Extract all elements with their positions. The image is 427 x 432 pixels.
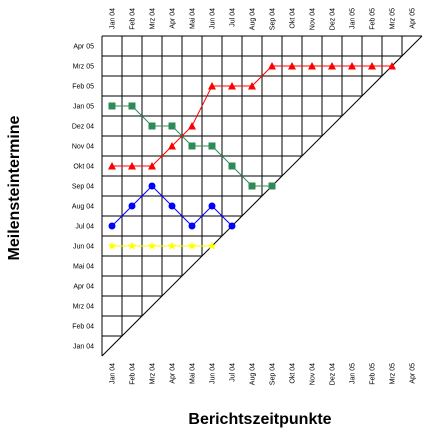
x-tick-label-top: Apr 05 xyxy=(410,8,417,29)
diagonal-line xyxy=(101,35,423,357)
x-tick-label-top: Sep 04 xyxy=(270,8,277,30)
series-point xyxy=(128,102,136,110)
series-point xyxy=(168,142,176,150)
tick-labels: Jan 04 Jan 04 Feb 04 Feb 04 Mrz 04 Mrz 04 Apr … xyxy=(72,8,417,385)
y-tick-label: Mai 04 xyxy=(73,264,94,271)
series-point xyxy=(187,241,197,250)
y-tick-label: Apr 04 xyxy=(73,284,94,291)
y-tick-label: Sep 04 xyxy=(72,184,94,191)
x-tick-label-top: Aug 04 xyxy=(250,8,257,30)
x-tick-label-bottom: Jul 04 xyxy=(230,363,237,382)
series-point xyxy=(228,222,236,230)
x-tick-label-top: Jan 04 xyxy=(110,8,117,29)
series-point xyxy=(248,182,256,190)
y-tick-label: Aug 04 xyxy=(72,204,94,211)
y-axis-title: Meilensteintermine xyxy=(6,115,23,260)
series-point xyxy=(308,62,316,70)
y-tick-label: Jan 04 xyxy=(73,344,94,351)
y-tick-label: Nov 04 xyxy=(72,144,94,151)
series-point xyxy=(208,202,216,210)
series-point xyxy=(148,162,156,170)
x-tick-label-top: Mai 04 xyxy=(190,8,197,29)
series-point xyxy=(167,241,177,250)
series-point xyxy=(208,82,216,90)
y-tick-label: Jun 04 xyxy=(73,244,94,251)
x-tick-label-bottom: Mrz 05 xyxy=(390,363,397,385)
series-point xyxy=(188,222,196,230)
series-point xyxy=(148,122,156,130)
series-point xyxy=(248,82,256,90)
x-tick-label-top: Feb 04 xyxy=(130,8,137,30)
x-tick-label-bottom: Okt 04 xyxy=(290,363,297,384)
series-point xyxy=(128,162,136,170)
x-tick-label-bottom: Jun 04 xyxy=(210,363,217,384)
series-point xyxy=(147,241,157,250)
x-tick-label-bottom: Apr 04 xyxy=(170,363,177,384)
x-tick-label-top: Nov 04 xyxy=(310,8,317,30)
diagonal xyxy=(101,35,423,357)
series-point xyxy=(107,241,117,250)
series-point xyxy=(268,62,276,70)
x-tick-label-bottom: Mrz 04 xyxy=(150,363,157,385)
x-tick-label-bottom: Apr 05 xyxy=(410,363,417,384)
x-tick-label-top: Mrz 05 xyxy=(390,8,397,30)
grid xyxy=(101,35,422,356)
series-point xyxy=(388,62,396,70)
x-tick-label-top: Apr 04 xyxy=(170,8,177,29)
x-tick-label-top: Dez 04 xyxy=(330,8,337,30)
series-point xyxy=(208,142,216,150)
x-tick-label-top: Mrz 04 xyxy=(150,8,157,30)
series-point xyxy=(127,241,137,250)
x-tick-label-bottom: Nov 04 xyxy=(310,363,317,385)
y-tick-label: Feb 05 xyxy=(72,84,94,91)
x-tick-label-top: Jun 04 xyxy=(210,8,217,29)
y-tick-label: Mrz 04 xyxy=(73,304,95,311)
y-tick-label: Okt 04 xyxy=(73,164,94,171)
x-tick-label-bottom: Mai 04 xyxy=(190,363,197,384)
x-axis-title: Berichtszeitpunkte xyxy=(188,411,331,428)
series-point xyxy=(228,82,236,90)
x-tick-label-top: Jul 04 xyxy=(230,8,237,27)
series-point xyxy=(108,162,116,170)
series-point xyxy=(108,222,116,230)
series-point xyxy=(108,102,116,110)
x-tick-label-top: Okt 04 xyxy=(290,8,297,29)
y-tick-label: Jan 05 xyxy=(73,104,94,111)
y-tick-label: Dez 04 xyxy=(72,124,94,131)
y-tick-label: Mrz 05 xyxy=(73,64,95,71)
x-tick-label-bottom: Aug 04 xyxy=(250,363,257,385)
series-point xyxy=(128,202,136,210)
x-tick-label-bottom: Feb 04 xyxy=(130,363,137,385)
series-point xyxy=(148,182,156,190)
x-tick-label-bottom: Jan 04 xyxy=(110,363,117,384)
series-markers xyxy=(107,62,396,250)
x-tick-label-top: Feb 05 xyxy=(370,8,377,30)
series-point xyxy=(168,122,176,130)
x-tick-label-bottom: Dez 04 xyxy=(330,363,337,385)
x-tick-label-top: Jan 05 xyxy=(350,8,357,29)
y-tick-label: Jul 04 xyxy=(75,224,94,231)
series-point xyxy=(288,62,296,70)
y-tick-label: Feb 04 xyxy=(72,324,94,331)
x-tick-label-bottom: Sep 04 xyxy=(270,363,277,385)
series-point xyxy=(328,62,336,70)
series-point xyxy=(268,182,276,190)
series-point xyxy=(207,241,217,250)
series-point xyxy=(188,122,196,130)
series-point xyxy=(368,62,376,70)
x-tick-label-bottom: Jan 05 xyxy=(350,363,357,384)
x-tick-label-bottom: Feb 05 xyxy=(370,363,377,385)
y-tick-label: Apr 05 xyxy=(73,44,94,51)
series-point xyxy=(348,62,356,70)
series-point xyxy=(228,162,236,170)
series-point xyxy=(168,202,176,210)
series-point xyxy=(188,142,196,150)
